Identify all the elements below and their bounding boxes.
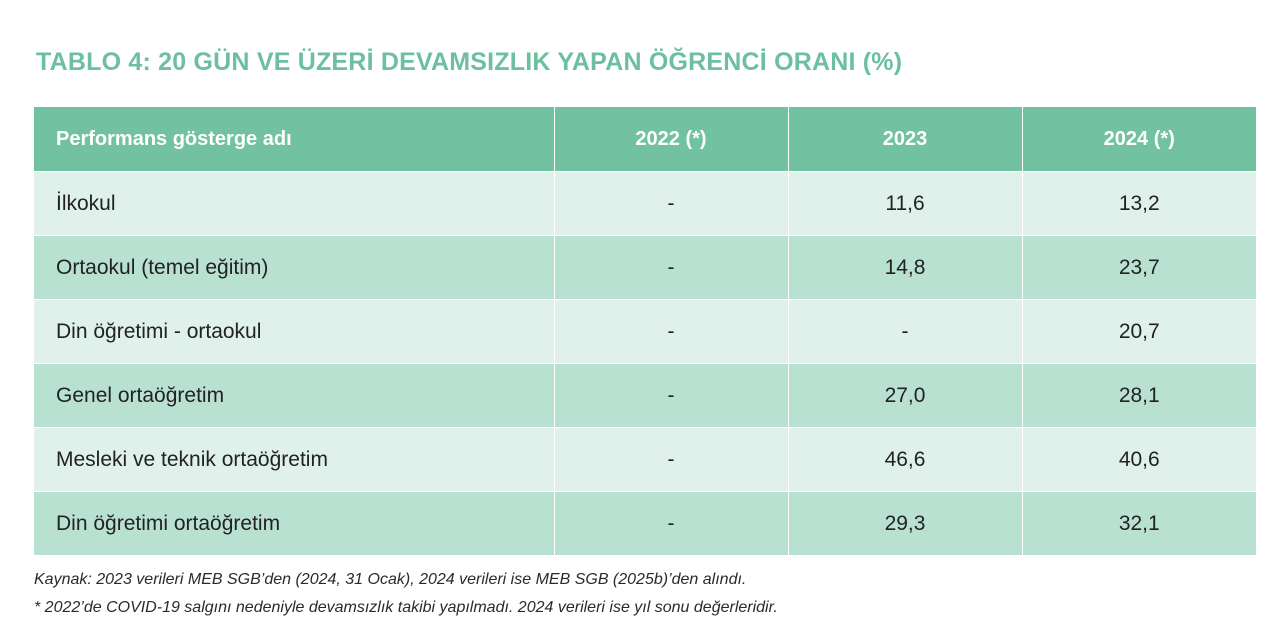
row-label: Ortaokul (temel eğitim) [34,235,554,300]
header-2022: 2022 (*) [553,107,788,172]
cell-2024: 23,7 [1021,235,1256,300]
table-header-row: Performans gösterge adı 2022 (*) 2023 20… [34,107,1256,172]
table-row: Din öğretimi ortaöğretim - 29,3 32,1 [34,491,1256,555]
header-2024: 2024 (*) [1021,107,1256,172]
footnote: * 2022’de COVID-19 salgını nedeniyle dev… [34,599,778,616]
cell-2022: - [553,427,788,492]
row-label: Din öğretimi ortaöğretim [34,491,554,555]
table-row: Din öğretimi - ortaokul - - 20,7 [34,299,1256,364]
row-label: Din öğretimi - ortaokul [34,299,554,364]
cell-2024: 13,2 [1021,171,1256,236]
cell-2024: 28,1 [1021,363,1256,428]
cell-2024: 32,1 [1021,491,1256,555]
cell-2023: 14,8 [787,235,1022,300]
table-row: İlkokul - 11,6 13,2 [34,171,1256,236]
cell-2023: 29,3 [787,491,1022,555]
cell-2023: 46,6 [787,427,1022,492]
cell-2022: - [553,491,788,555]
table-title: TABLO 4: 20 GÜN VE ÜZERİ DEVAMSIZLIK YAP… [36,48,903,76]
cell-2022: - [553,235,788,300]
cell-2024: 40,6 [1021,427,1256,492]
source-note: Kaynak: 2023 verileri MEB SGB’den (2024,… [34,571,747,588]
table-row: Mesleki ve teknik ortaöğretim - 46,6 40,… [34,427,1256,492]
row-label: Genel ortaöğretim [34,363,554,428]
cell-2022: - [553,299,788,364]
cell-2024: 20,7 [1021,299,1256,364]
cell-2022: - [553,171,788,236]
cell-2023: - [787,299,1022,364]
row-label: İlkokul [34,171,554,236]
header-2023: 2023 [787,107,1022,172]
row-label: Mesleki ve teknik ortaöğretim [34,427,554,492]
table-row: Ortaokul (temel eğitim) - 14,8 23,7 [34,235,1256,300]
cell-2023: 11,6 [787,171,1022,236]
cell-2022: - [553,363,788,428]
absence-rate-table: Performans gösterge adı 2022 (*) 2023 20… [34,107,1256,555]
table-row: Genel ortaöğretim - 27,0 28,1 [34,363,1256,428]
cell-2023: 27,0 [787,363,1022,428]
header-indicator-name: Performans gösterge adı [34,107,554,172]
